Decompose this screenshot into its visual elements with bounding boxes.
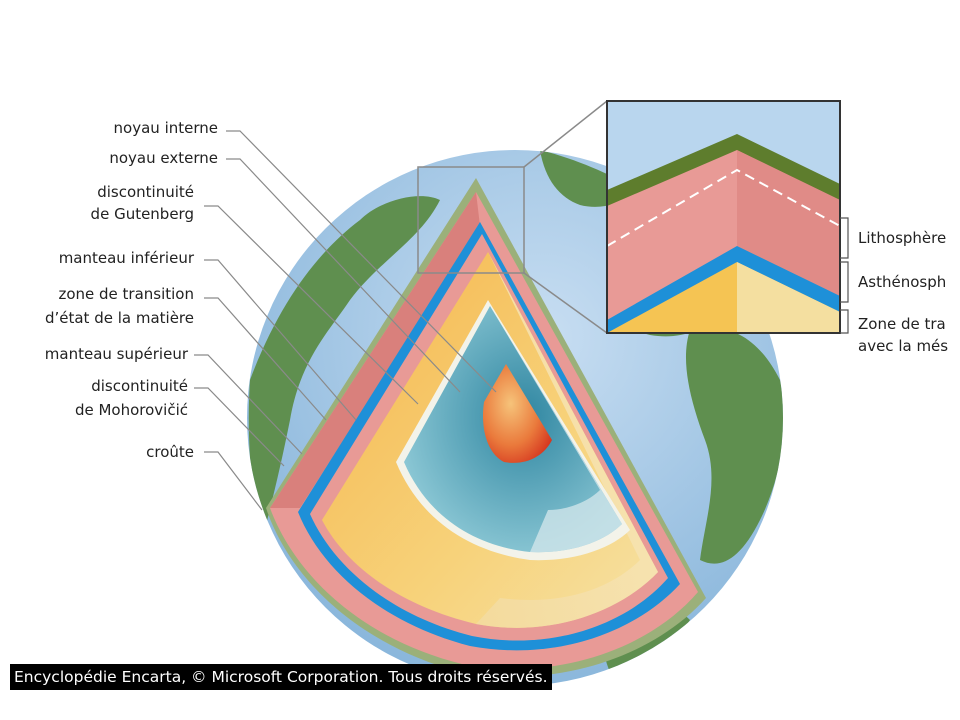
label-asthenosphere: Asthénosph [858,273,947,291]
label-transition-line1: zone de transition [58,285,194,303]
label-transition-line2: d’état de la matière [44,309,194,327]
label-moho-line1: discontinuité [91,377,188,395]
label-crust: croûte [146,443,194,461]
label-moho-line2: de Mohorovičić [74,401,188,419]
label-lithosphere: Lithosphère [858,229,947,247]
continent-right [685,327,783,564]
label-inset-transition-line2: avec la més [858,337,949,355]
cutaway [266,178,706,677]
label-gutenberg-line2: de Gutenberg [90,205,194,223]
leader-lines [194,130,497,511]
inset-brackets [840,217,849,334]
inset-zoom [607,101,840,333]
label-outer-core: noyau externe [109,149,218,167]
label-inset-transition-line1: Zone de tra [858,315,946,333]
zoom-source-box [417,166,525,274]
inset-dashed-boundary [607,168,840,247]
label-gutenberg-line1: discontinuité [97,183,194,201]
label-lower-mantle: manteau inférieur [58,249,194,267]
copyright-credit: Encyclopédie Encarta, © Microsoft Corpor… [10,664,552,690]
label-upper-mantle: manteau supérieur [44,345,188,363]
inner-core [482,364,552,463]
label-inner-core: noyau interne [113,119,218,137]
